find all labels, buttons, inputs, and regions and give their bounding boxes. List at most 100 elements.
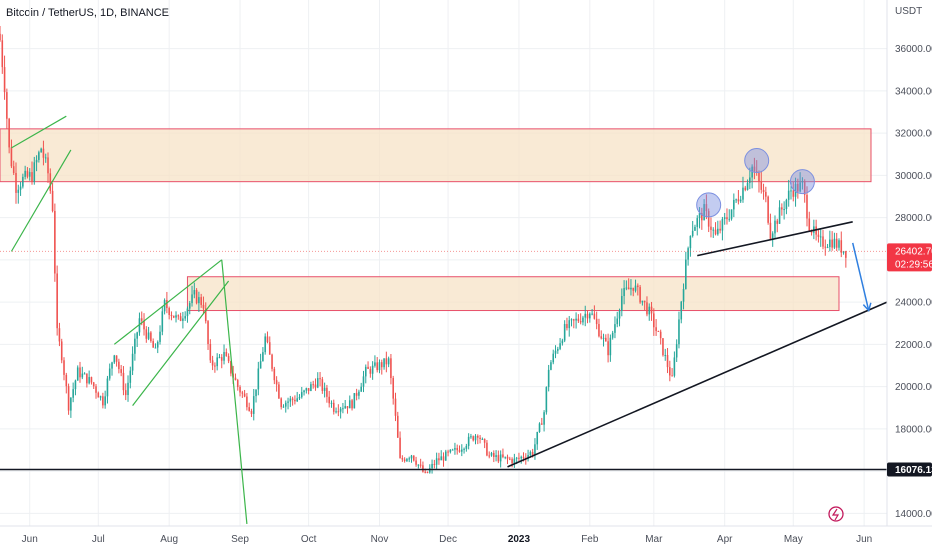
candle-body-71: [161, 311, 164, 332]
candle-body-78: [177, 315, 180, 317]
candle-body-335: [765, 191, 767, 197]
candle-body-35: [79, 367, 81, 378]
green-line-0: [11, 115, 67, 149]
x-tick-label-9: Mar: [645, 534, 663, 545]
candle-body-41: [92, 382, 95, 387]
candle-body-56: [127, 382, 129, 396]
candle-body-291: [664, 355, 667, 357]
candle-body-271: [618, 310, 621, 319]
candle-body-169: [385, 358, 388, 365]
candle-body-233: [531, 452, 534, 455]
candle-body-219: [499, 454, 502, 462]
candle-body-135: [307, 388, 310, 391]
x-axis[interactable]: Jun Jul Aug Sep Oct Nov Dec 2023 Feb Mar Apr May Jun: [0, 525, 932, 550]
candle-body-1: [1, 40, 4, 68]
candle-body-156: [355, 393, 358, 396]
candle-body-362: [826, 247, 829, 249]
candle-body-40: [90, 377, 93, 383]
candle-body-209: [476, 435, 479, 438]
candle-body-161: [367, 366, 369, 369]
candle-body-22: [49, 173, 52, 191]
candle-body-31: [70, 397, 72, 411]
countdown-label: 02:29:56: [895, 259, 932, 270]
y-tick-label-9: 32000.00: [895, 129, 932, 140]
candle-body-183: [417, 464, 420, 466]
candle-body-66: [150, 332, 152, 342]
candle-body-178: [406, 458, 408, 462]
candle-body-162: [369, 368, 372, 374]
candle-body-288: [657, 330, 660, 332]
candle-body-223: [508, 458, 511, 460]
candle-body-231: [527, 455, 529, 459]
candle-body-244: [557, 348, 559, 351]
candle-body-39: [88, 377, 90, 384]
candle-body-138: [314, 384, 317, 388]
x-tick-label-2: Aug: [160, 534, 178, 545]
candle-body-172: [392, 378, 395, 399]
highlight-circle-1: [744, 148, 770, 174]
candle-body-366: [835, 238, 838, 248]
candle-body-191: [435, 458, 438, 465]
candle-body-63: [143, 320, 145, 330]
candle-body-86: [195, 290, 198, 304]
candle-body-240: [547, 369, 550, 388]
support-price-badge: [887, 462, 932, 477]
candle-body-189: [431, 463, 433, 469]
candle-body-46: [104, 396, 106, 406]
candle-body-93: [211, 360, 214, 366]
candle-body-17: [38, 152, 40, 160]
candle-body-12: [26, 170, 29, 177]
candle-body-14: [31, 172, 33, 182]
candle-body-6: [12, 166, 15, 173]
candle-body-354: [808, 218, 811, 231]
candle-body-21: [47, 157, 49, 174]
candle-body-205: [467, 436, 470, 446]
candle-body-269: [614, 324, 616, 333]
candle-body-179: [408, 458, 411, 460]
candle-body-69: [156, 341, 159, 348]
x-axis-bg: [0, 526, 932, 550]
candle-body-136: [310, 384, 312, 391]
candle-body-36: [81, 373, 84, 378]
candle-body-334: [762, 189, 765, 192]
candle-body-184: [419, 464, 422, 466]
candle-body-59: [134, 338, 136, 354]
candle-body-254: [579, 321, 582, 323]
candle-body-347: [792, 190, 795, 197]
candle-body-196: [447, 451, 449, 453]
candle-body-98: [223, 352, 225, 361]
candle-body-111: [252, 396, 255, 414]
candle-body-11: [24, 170, 26, 177]
support-price-label: 16076.13: [895, 465, 932, 476]
candle-body-133: [303, 390, 305, 393]
y-axis[interactable]: USDT14000.0016000.0018000.0020000.002200…: [886, 0, 932, 550]
candle-body-28: [63, 360, 65, 375]
candle-body-287: [655, 327, 657, 331]
candle-body-92: [209, 344, 212, 361]
candle-body-186: [424, 471, 427, 473]
candle-body-300: [685, 259, 687, 289]
y-tick-label-7: 28000.00: [895, 213, 932, 224]
y-tick-label-3: 20000.00: [895, 382, 932, 393]
x-tick-label-3: Sep: [231, 534, 249, 545]
candle-body-190: [433, 463, 436, 465]
candle-body-239: [545, 387, 548, 413]
candle-body-148: [337, 411, 340, 413]
candle-body-311: [710, 226, 712, 230]
candle-body-18: [40, 148, 42, 153]
candle-body-24: [54, 210, 56, 274]
highlight-circle-0: [696, 192, 722, 218]
candle-body-330: [753, 166, 756, 172]
candle-body-337: [769, 222, 772, 239]
chart-title: Bitcoin / TetherUS, 1D, BINANCE: [6, 7, 170, 19]
candle-body-141: [321, 379, 324, 391]
candle-body-204: [465, 445, 468, 449]
candle-body-173: [394, 398, 397, 416]
candle-body-350: [799, 182, 801, 192]
candle-body-95: [216, 357, 218, 367]
candle-body-267: [609, 337, 612, 356]
green-line-3: [132, 280, 230, 406]
lightning-bolt: [831, 508, 840, 521]
candle-body-228: [520, 456, 523, 459]
